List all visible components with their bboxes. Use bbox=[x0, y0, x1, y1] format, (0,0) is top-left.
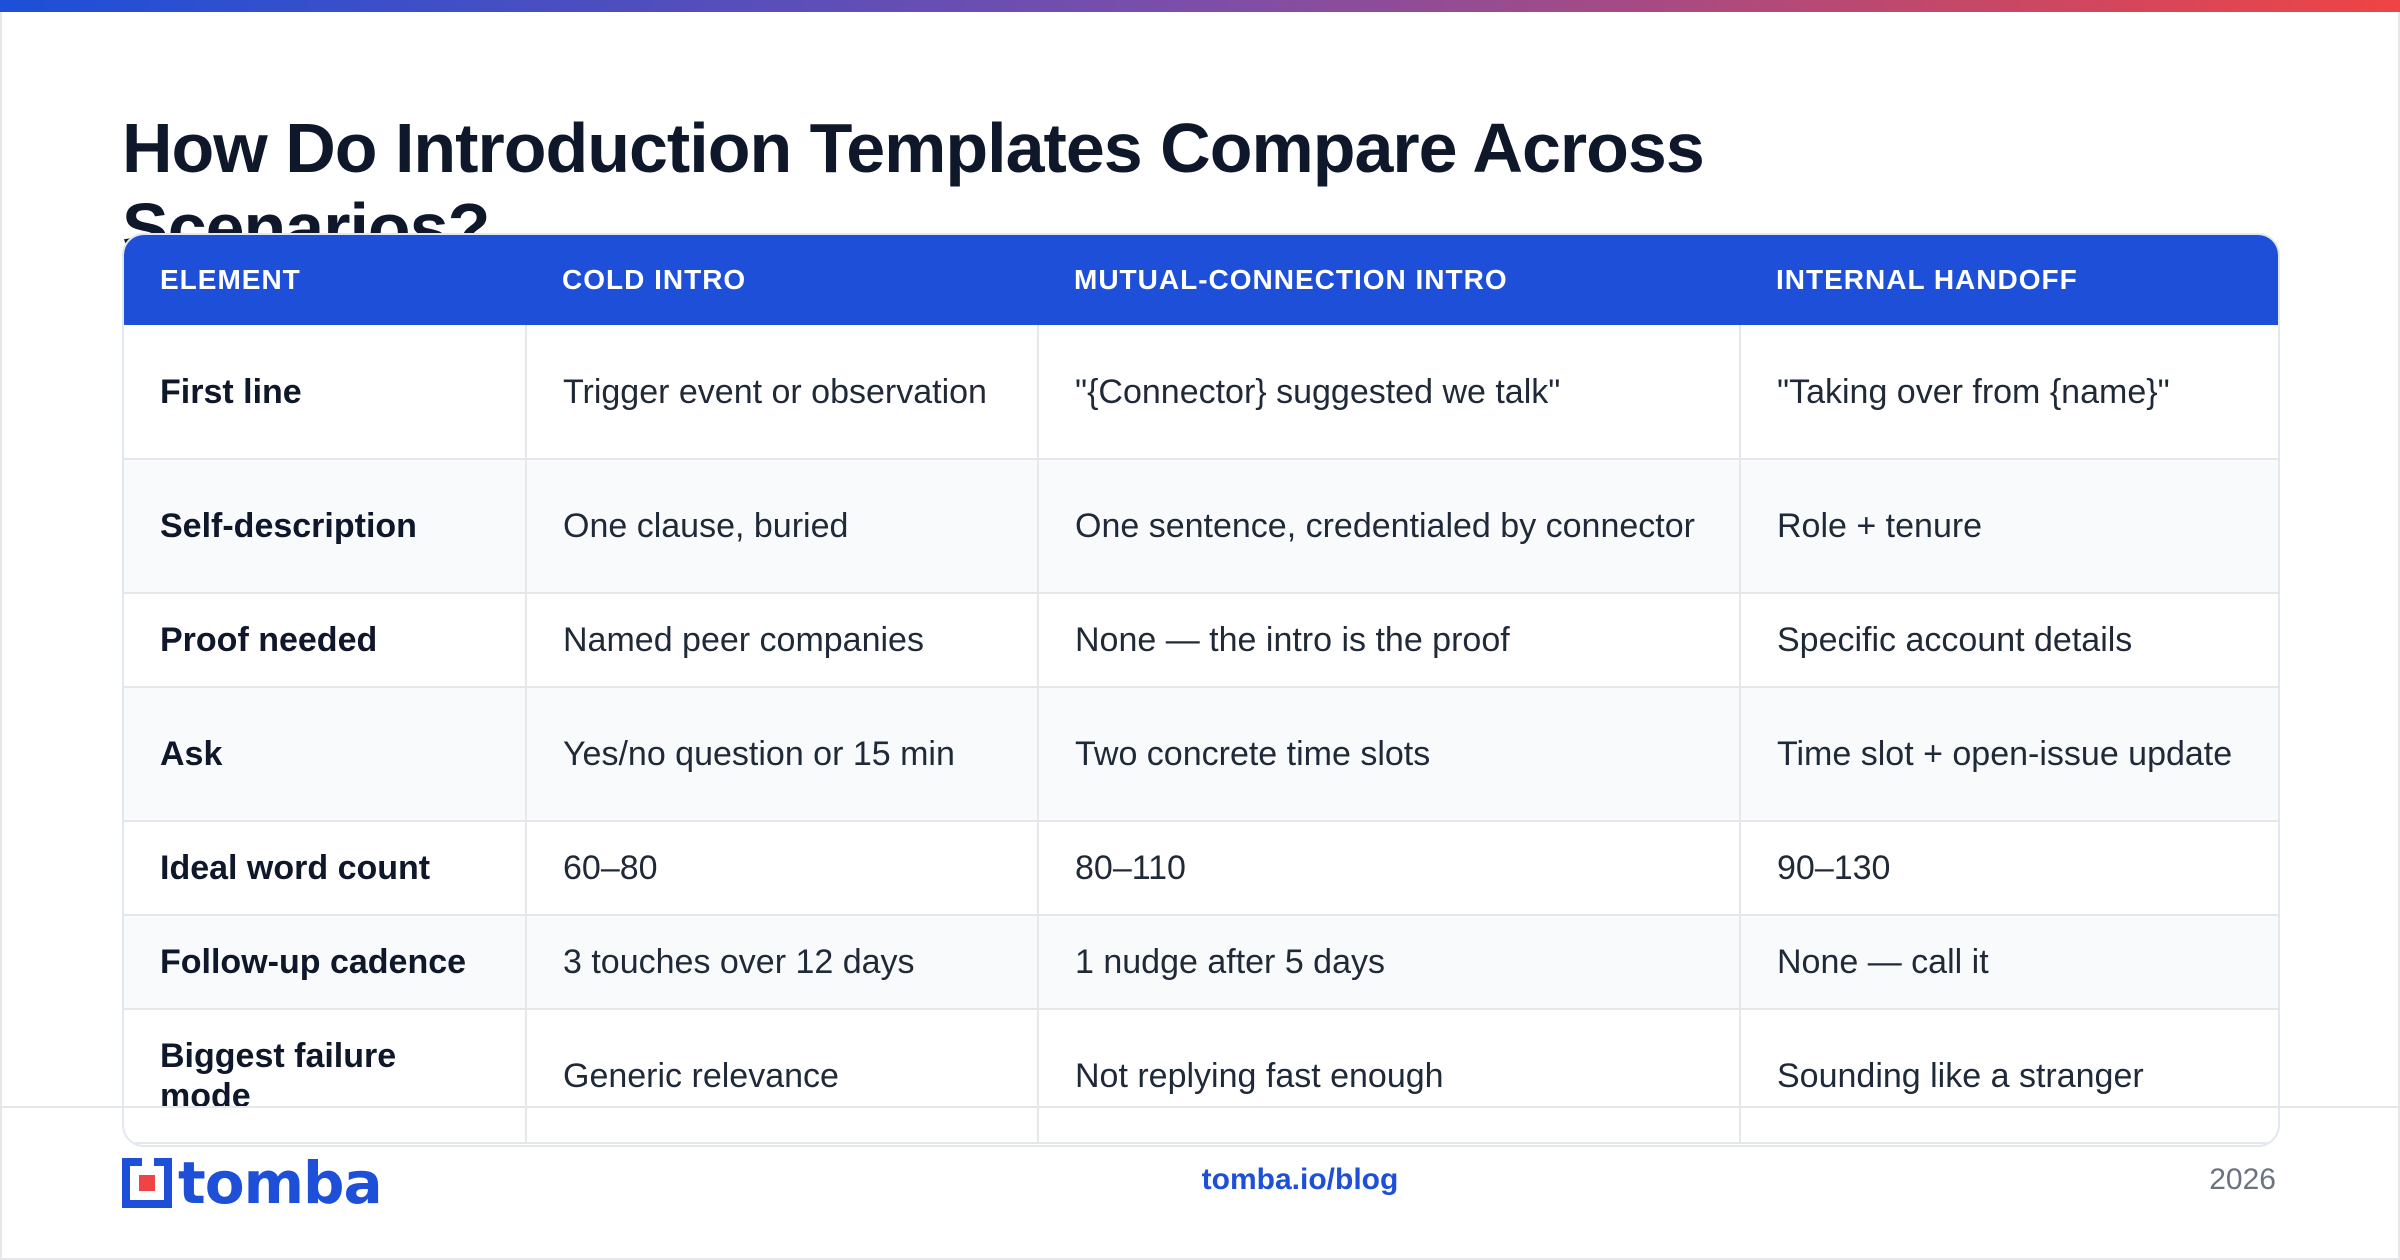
row-label: First line bbox=[124, 325, 527, 460]
logo-wordmark: tomba bbox=[178, 1149, 383, 1217]
table-cell: Role + tenure bbox=[1740, 459, 2278, 594]
column-header-mutual-connection-intro: MUTUAL-CONNECTION INTRO bbox=[1038, 235, 1740, 325]
footer-divider bbox=[0, 1106, 2400, 1108]
table-row: Follow-up cadence 3 touches over 12 days… bbox=[124, 915, 2278, 1010]
table-cell: None — the intro is the proof bbox=[1038, 593, 1741, 688]
column-header-internal-handoff: INTERNAL HANDOFF bbox=[1740, 235, 2278, 325]
comparison-table: ELEMENT COLD INTRO MUTUAL-CONNECTION INT… bbox=[124, 235, 2278, 1144]
table-cell: "{Connector} suggested we talk" bbox=[1038, 325, 1741, 460]
table-row: Proof needed Named peer companies None —… bbox=[124, 593, 2278, 688]
row-label: Ask bbox=[124, 687, 527, 822]
table-header-row: ELEMENT COLD INTRO MUTUAL-CONNECTION INT… bbox=[124, 235, 2278, 325]
row-label: Follow-up cadence bbox=[124, 915, 527, 1010]
table-cell: Two concrete time slots bbox=[1038, 687, 1741, 822]
table-cell: 3 touches over 12 days bbox=[526, 915, 1039, 1010]
row-label: Self-description bbox=[124, 459, 527, 594]
footer-year: 2026 bbox=[2209, 1163, 2276, 1196]
table-cell: One clause, buried bbox=[526, 459, 1039, 594]
table-cell: None — call it bbox=[1740, 915, 2278, 1010]
table-cell: Specific account details bbox=[1740, 593, 2278, 688]
column-header-element: ELEMENT bbox=[124, 235, 526, 325]
tomba-logo-mark-icon bbox=[122, 1158, 172, 1208]
row-label: Ideal word count bbox=[124, 821, 527, 916]
table-row: Ideal word count 60–80 80–110 90–130 bbox=[124, 821, 2278, 916]
row-label: Proof needed bbox=[124, 593, 527, 688]
table-cell: Time slot + open-issue update bbox=[1740, 687, 2278, 822]
table-cell: "Taking over from {name}" bbox=[1740, 325, 2278, 460]
column-header-cold-intro: COLD INTRO bbox=[526, 235, 1038, 325]
table-row: Ask Yes/no question or 15 min Two concre… bbox=[124, 687, 2278, 822]
table-row: First line Trigger event or observation … bbox=[124, 325, 2278, 460]
table-cell: 90–130 bbox=[1740, 821, 2278, 916]
row-label: Biggest failure mode bbox=[124, 1009, 527, 1144]
blog-link[interactable]: tomba.io/blog bbox=[1201, 1163, 1399, 1196]
table-row: Self-description One clause, buried One … bbox=[124, 459, 2278, 594]
table-cell: One sentence, credentialed by connector bbox=[1038, 459, 1741, 594]
table-cell: Sounding like a stranger bbox=[1740, 1009, 2278, 1144]
tomba-logo[interactable]: tomba bbox=[122, 1149, 383, 1217]
comparison-table-card: ELEMENT COLD INTRO MUTUAL-CONNECTION INT… bbox=[122, 233, 2280, 1147]
table-cell: 80–110 bbox=[1038, 821, 1741, 916]
table-cell: Yes/no question or 15 min bbox=[526, 687, 1039, 822]
table-cell: Not replying fast enough bbox=[1038, 1009, 1741, 1144]
table-cell: 60–80 bbox=[526, 821, 1039, 916]
table-cell: 1 nudge after 5 days bbox=[1038, 915, 1741, 1010]
gradient-top-bar bbox=[0, 0, 2400, 12]
table-row: Biggest failure mode Generic relevance N… bbox=[124, 1009, 2278, 1144]
table-cell: Trigger event or observation bbox=[526, 325, 1039, 460]
table-cell: Named peer companies bbox=[526, 593, 1039, 688]
table-cell: Generic relevance bbox=[526, 1009, 1039, 1144]
